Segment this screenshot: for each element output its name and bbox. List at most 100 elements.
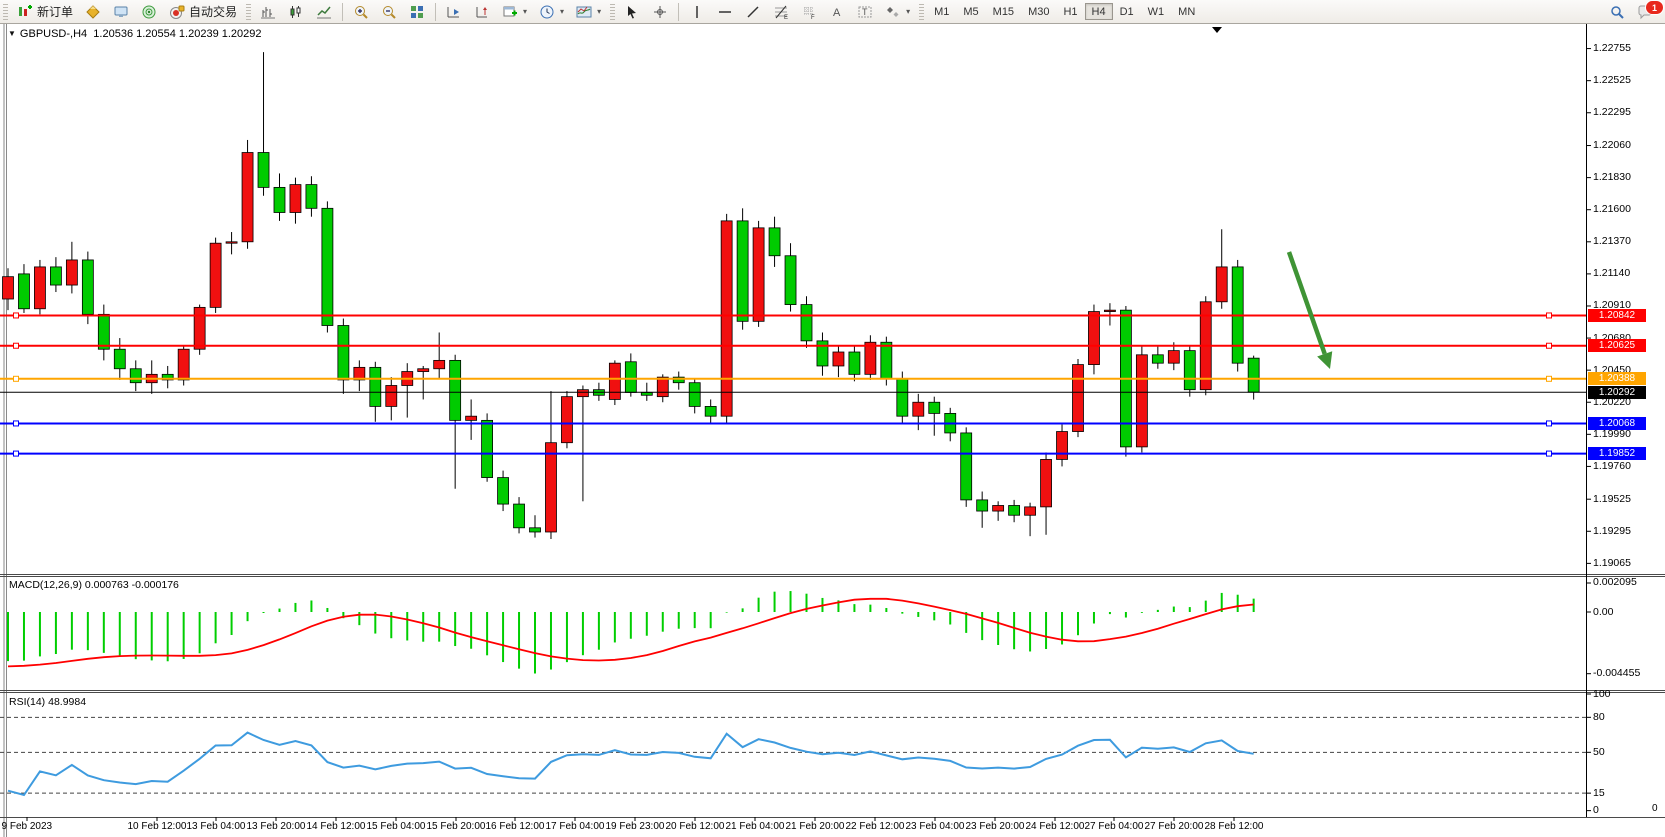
trendline-tool-button[interactable] xyxy=(739,3,767,20)
rsi-line xyxy=(7,731,1254,797)
tf-button-h1[interactable]: H1 xyxy=(1063,5,1078,18)
candle xyxy=(81,259,94,315)
candle xyxy=(848,351,861,375)
crosshair-button[interactable] xyxy=(646,3,674,20)
time-tick-label: 13 Feb 04:00 xyxy=(186,821,246,832)
new-chart-button[interactable]: ▾ xyxy=(496,3,533,20)
candle xyxy=(129,368,142,384)
candle xyxy=(193,306,206,350)
tile-windows-button[interactable] xyxy=(403,3,431,20)
templates-button[interactable]: ▾ xyxy=(570,3,607,20)
shapes-tool-button[interactable]: ▾ xyxy=(879,3,916,20)
fibonacci-tool-button[interactable]: E xyxy=(767,3,795,21)
new-order-button[interactable]: 新订单 xyxy=(11,3,79,20)
toolbar-grip[interactable] xyxy=(3,3,8,20)
rsi-axis-label: 100 xyxy=(1593,687,1611,700)
candle xyxy=(209,242,222,308)
terminal-button[interactable] xyxy=(107,3,135,20)
time-tick-label: 9 Feb 2023 xyxy=(1,821,53,832)
cursor-arrow-icon xyxy=(624,4,640,20)
price-tick-label: 1.20220 xyxy=(1593,395,1631,408)
quote-ohlc: 1.20536 1.20554 1.20239 1.20292 xyxy=(93,28,262,40)
price-line-badge: 1.20068 xyxy=(1588,416,1646,430)
candle xyxy=(481,419,494,478)
candle xyxy=(353,366,366,381)
auto-trading-label: 自动交易 xyxy=(189,5,238,19)
tf-button-m15[interactable]: M15 xyxy=(992,5,1015,18)
toolbar-grip[interactable] xyxy=(246,3,252,20)
text-tool-button[interactable]: A xyxy=(823,3,851,20)
candlestick-mode-button[interactable] xyxy=(282,3,310,20)
line-handle[interactable] xyxy=(13,312,19,319)
candle xyxy=(225,241,238,244)
tf-button-w1[interactable]: W1 xyxy=(1147,5,1165,18)
scroll-to-end-button[interactable] xyxy=(440,3,468,20)
price-tick-label: 1.19295 xyxy=(1593,524,1631,537)
chart-canvas[interactable] xyxy=(0,24,1665,837)
cursor-button[interactable] xyxy=(618,3,646,20)
line-chart-mode-button[interactable] xyxy=(310,3,338,20)
vertical-line-tool-button[interactable] xyxy=(683,3,711,20)
tf-button-m1[interactable]: M1 xyxy=(934,5,950,18)
price-line-badge: 1.20842 xyxy=(1588,308,1646,322)
toolbar-grip[interactable] xyxy=(919,3,925,20)
horizontal-line-tool-button[interactable] xyxy=(711,3,739,20)
fibonacci-icon: E xyxy=(773,4,789,21)
time-tick-label: 23 Feb 04:00 xyxy=(905,821,965,832)
line-handle[interactable] xyxy=(1546,342,1552,349)
chevron-down-icon: ▼ xyxy=(8,29,16,38)
line-handle[interactable] xyxy=(13,342,19,349)
chat-button[interactable]: 1 xyxy=(1631,0,1664,20)
text-icon: A xyxy=(829,4,845,20)
trend-arrow-head[interactable] xyxy=(1317,351,1333,369)
macd-axis-label: 0.00 xyxy=(1593,605,1614,618)
chart-window[interactable]: ▼ GBPUSD-,H4 1.20536 1.20554 1.20239 1.20… xyxy=(0,24,1665,837)
candle xyxy=(688,382,701,407)
price-tick-label: 1.21830 xyxy=(1593,171,1631,184)
search-icon xyxy=(1609,4,1625,20)
deposit-button[interactable] xyxy=(79,3,107,20)
candle xyxy=(864,341,877,375)
bar-chart-mode-button[interactable] xyxy=(254,3,282,20)
chart-shift-button[interactable] xyxy=(468,3,496,20)
line-handle[interactable] xyxy=(1546,450,1552,457)
scroll-to-end-icon xyxy=(446,4,462,20)
signals-button[interactable] xyxy=(135,3,163,20)
candle xyxy=(257,152,270,188)
time-tick-label: 15 Feb 04:00 xyxy=(366,821,426,832)
time-tick-label: 21 Feb 20:00 xyxy=(785,821,845,832)
time-tick-label: 28 Feb 12:00 xyxy=(1204,821,1264,832)
auto-trading-button[interactable]: 自动交易 xyxy=(163,3,243,20)
line-handle[interactable] xyxy=(13,375,19,382)
tf-button-h4[interactable]: H4 xyxy=(1084,3,1113,20)
chart-shift-marker[interactable] xyxy=(1212,27,1222,33)
tf-button-m30[interactable]: M30 xyxy=(1028,5,1050,18)
macd-signal-line xyxy=(7,597,1254,668)
grid-tool-button[interactable]: F xyxy=(795,3,823,21)
line-handle[interactable] xyxy=(1546,420,1552,427)
zoom-out-button[interactable] xyxy=(375,3,403,20)
line-handle[interactable] xyxy=(1546,375,1552,382)
candle xyxy=(161,373,174,381)
toolbar-grip[interactable] xyxy=(610,3,616,20)
rsi-label: RSI(14) 48.9984 xyxy=(9,696,87,708)
price-tick-label: 1.21600 xyxy=(1593,203,1631,216)
line-handle[interactable] xyxy=(13,420,19,427)
text-label-icon: T xyxy=(857,4,873,20)
candle xyxy=(1151,354,1164,364)
periods-button[interactable]: ▾ xyxy=(533,3,570,20)
candle xyxy=(784,255,797,305)
candle xyxy=(880,341,893,379)
chart-corner-label[interactable]: ▼ GBPUSD-,H4 1.20536 1.20554 1.20239 1.20… xyxy=(8,28,262,40)
search-button[interactable] xyxy=(1603,3,1631,20)
tf-button-mn[interactable]: MN xyxy=(1178,5,1196,18)
tf-button-d1[interactable]: D1 xyxy=(1119,5,1134,18)
candle xyxy=(1024,506,1036,516)
zoom-in-button[interactable] xyxy=(347,3,375,20)
dropdown-caret-icon: ▾ xyxy=(523,7,528,16)
label-tool-button[interactable]: T xyxy=(851,3,879,20)
trend-arrow-object[interactable] xyxy=(1286,251,1327,355)
tf-button-m5[interactable]: M5 xyxy=(963,5,979,18)
line-handle[interactable] xyxy=(1546,312,1552,319)
line-handle[interactable] xyxy=(13,450,19,457)
